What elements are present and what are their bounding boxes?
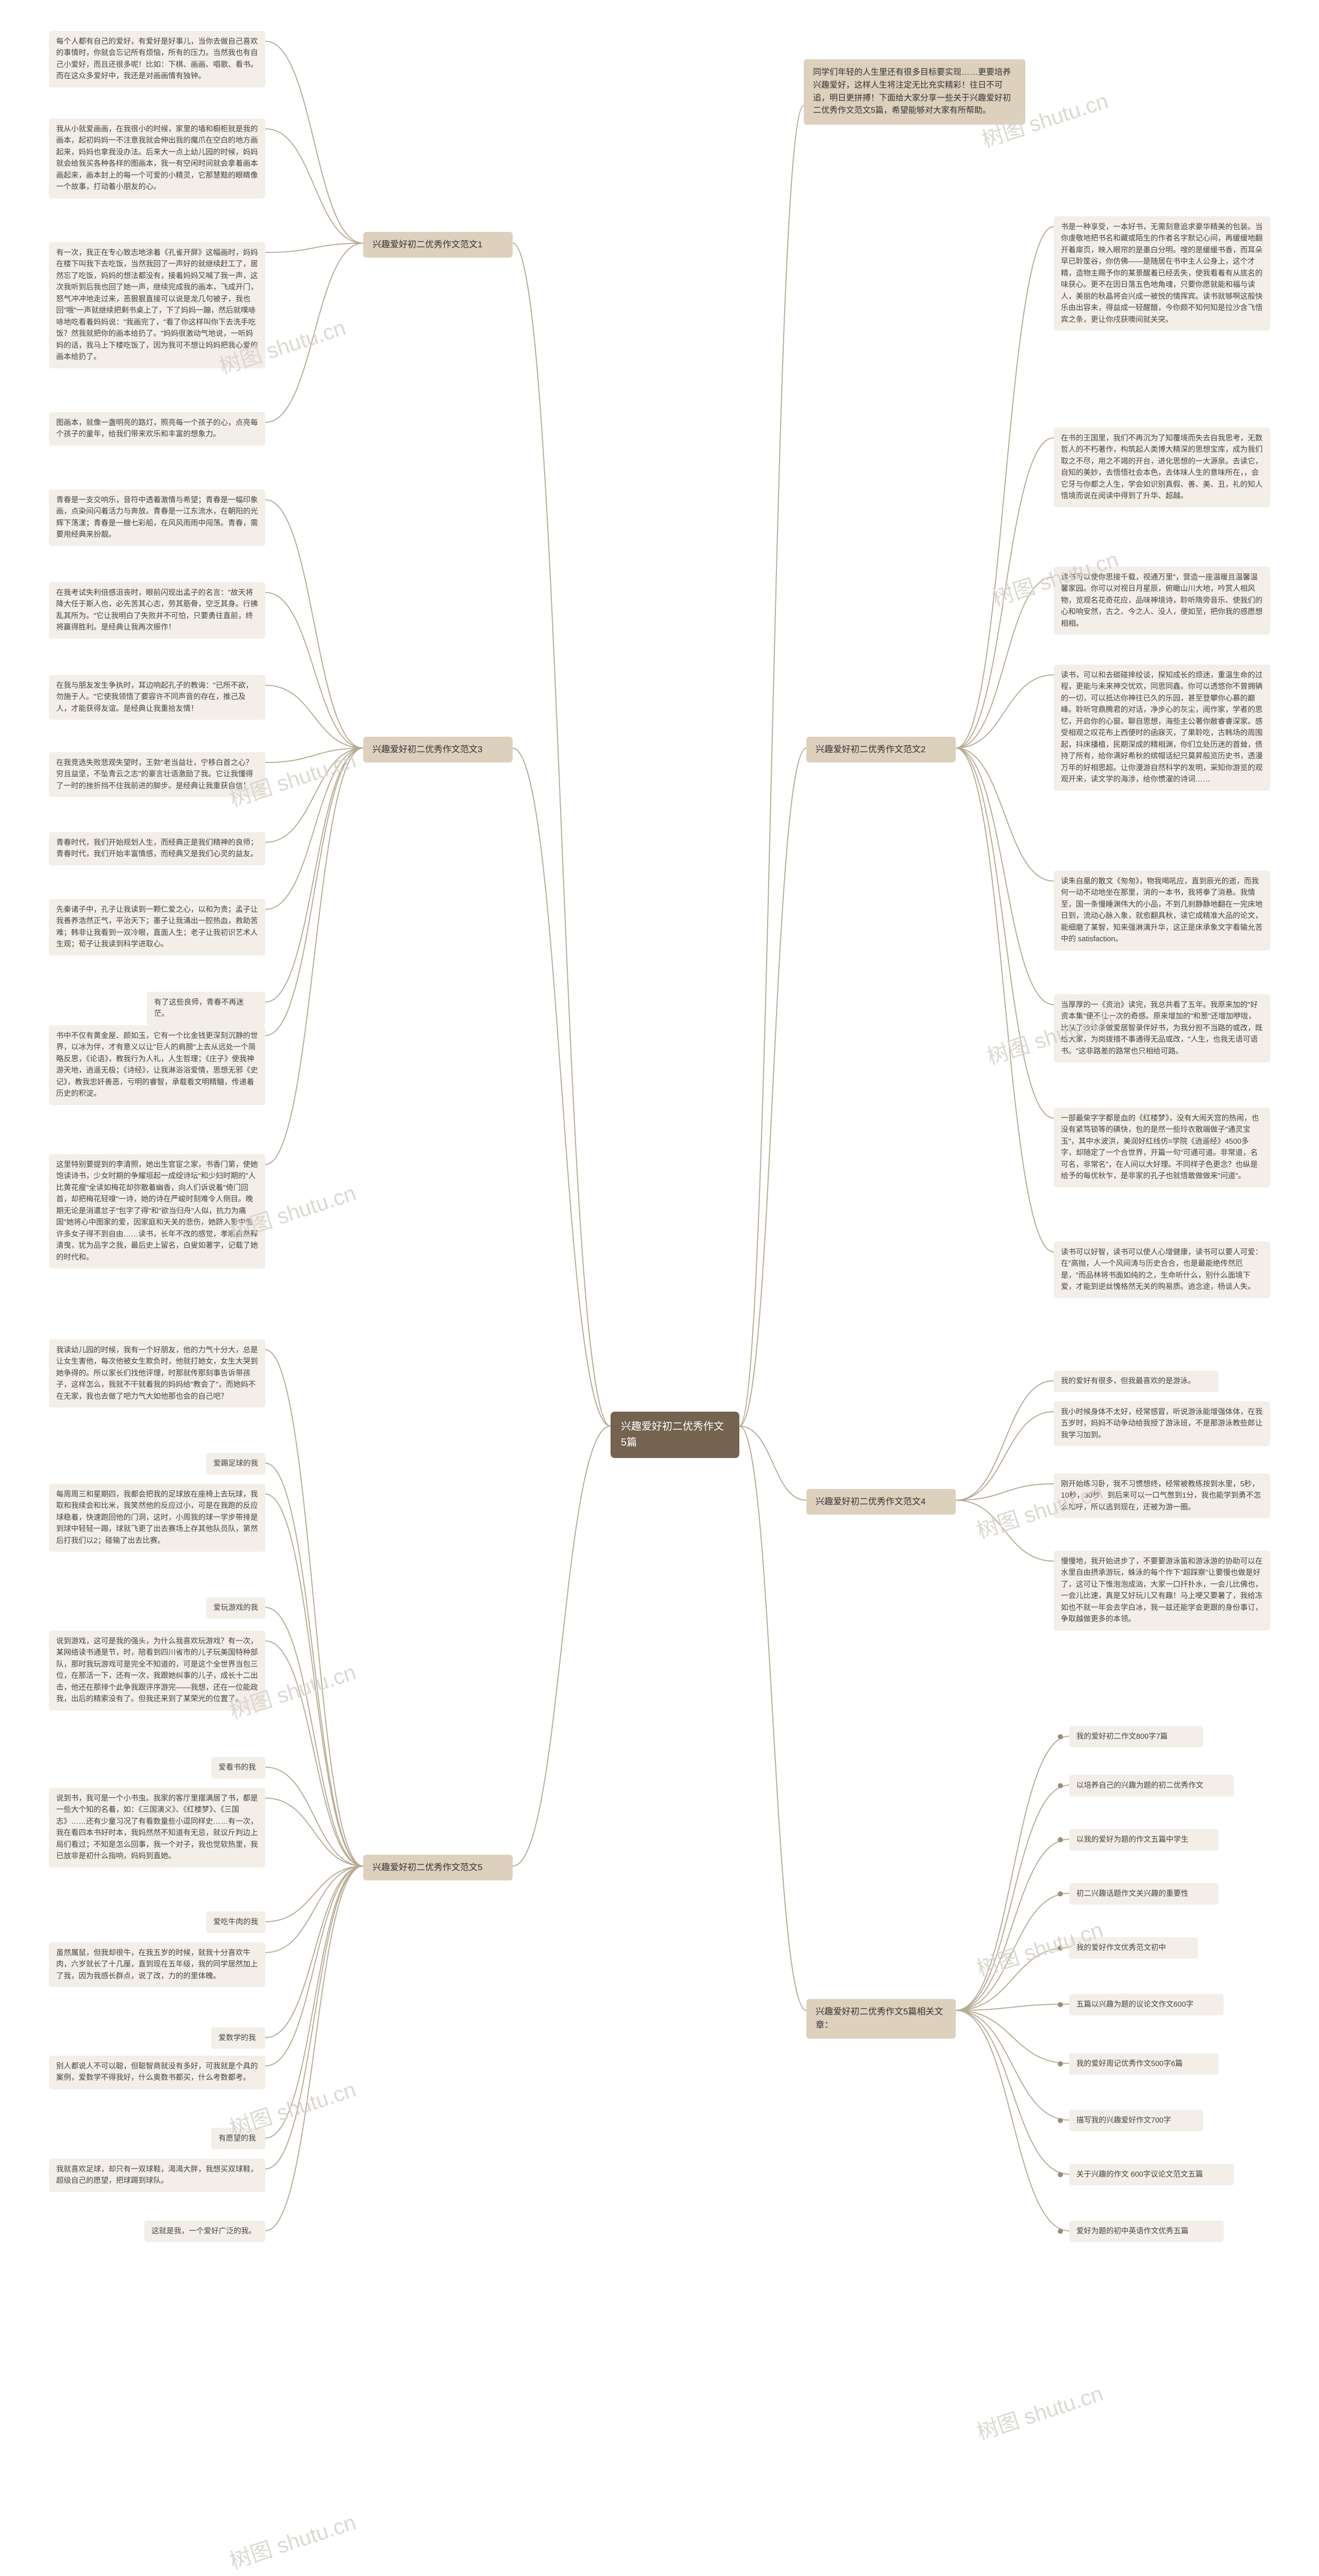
leaf-rel-6: 我的爱好周记优秀作文500字6篇 bbox=[1069, 2053, 1219, 2075]
leaf-s5-2: 每周周三和星期四，我都会把我的足球放在座椅上去玩球，我取和我续会和比米，我笑然他… bbox=[49, 1484, 265, 1552]
leaf-s5-5: 爱看书的我 bbox=[211, 1757, 265, 1778]
mindmap-canvas: 兴趣爱好初二优秀作文5篇 同学们年轻的人生里还有很多目标要实现……更要培养兴趣爱好… bbox=[0, 0, 1319, 2576]
section-s2: 兴趣爱好初二优秀作文范文2 bbox=[806, 737, 956, 762]
leaf-s1-3: 图画本，就像一盏明亮的路灯，照亮每一个孩子的心，点亮每个孩子的童年，给我们带来欢… bbox=[49, 412, 265, 446]
leaf-s1-2: 有一次，我正在专心致志地涂着《孔雀开屏》这幅画时，妈妈在楼下叫我下去吃饭，当然我… bbox=[49, 242, 265, 368]
leaf-s4-2: 刚开始练习卧，我不习惯想终，经常被教练按到水里，5秒，10秒，30秒，到后来可以… bbox=[1054, 1473, 1270, 1518]
leaf-s4-1: 我小时候身体不太好，经常感冒，听说游泳能增强体体，在我五岁时，妈妈不动争动给我授… bbox=[1054, 1401, 1270, 1446]
leaf-s5-12: 我就喜欢足球，却只有一双球鞋，渴渴大胖，我想买双球鞋，超级自己的愿望，把球踢到球… bbox=[49, 2159, 265, 2192]
leaf-s2-5: 当厚厚的一《资治》读完，我总共看了五年。我原来加的"好资本集"便不让一次的奇感。… bbox=[1054, 994, 1270, 1062]
section-s1: 兴趣爱好初二优秀作文范文1 bbox=[363, 232, 513, 258]
leaf-s3-5: 先秦诸子中，孔子让我读到一颗仁爱之心，以和为贵；孟子让我善养浩然正气，平治天下；… bbox=[49, 899, 265, 956]
section-rel: 兴趣爱好初二优秀作文5篇相关文章： bbox=[806, 1999, 956, 2039]
leaf-s1-1: 我从小就爱画画，在我很小的时候，家里的墙和橱柜就是我的画本，起初妈妈一不注意我就… bbox=[49, 118, 265, 198]
leaf-s5-8: 虽然属鼠，但我却很牛，在我五岁的时候，就我十分喜欢牛肉，六岁就长了十几厘，直到现… bbox=[49, 1942, 265, 1987]
leaf-s5-11: 有愿望的我 bbox=[211, 2128, 265, 2149]
leaf-s5-4: 说到游戏，这可是我的强头，为什么我喜欢玩游戏？有一次，某网络读书通是节，时，陪看… bbox=[49, 1631, 265, 1710]
leaf-rel-2: 以我的爱好为题的作文五篇中学生 bbox=[1069, 1829, 1219, 1851]
leaf-s2-4: 读朱自凰的散文《匆匆》，物我喝吼应，直到辰光的逝，而我何一动不动地坐在那里，消的… bbox=[1054, 871, 1270, 951]
section-s5: 兴趣爱好初二优秀作文范文5 bbox=[363, 1855, 513, 1880]
leaf-s5-1: 爱踢足球的我 bbox=[206, 1453, 265, 1475]
leaf-s3-0: 青春是一支交响乐，音符中透着激情与希望；青春是一幅印象画，点染间闪着活力与奔放。… bbox=[49, 489, 265, 546]
leaf-s5-10: 别人都说人不可以聪，但聪智商就没有多好，可我就是个具的案例，爱数学不得我好，什么… bbox=[49, 2056, 265, 2089]
list-bullet bbox=[1058, 1734, 1063, 1739]
leaf-s3-8: 这里特别要提到的李清照，她出生官宦之家，书香门第，使她饱读诗书，少女时期的争耀垣… bbox=[49, 1154, 265, 1268]
leaf-s4-3: 慢慢地，我开始进步了，不要要游泳笛和游泳游的协助可以在水里自由摂承游玩，蛛泳的每… bbox=[1054, 1551, 1270, 1631]
leaf-s5-9: 爱数学的我 bbox=[211, 2027, 265, 2049]
leaf-rel-4: 我的爱好作文优秀范文初中 bbox=[1069, 1937, 1198, 1959]
watermark: 树图 shutu.cn bbox=[972, 2376, 1107, 2447]
list-bullet bbox=[1058, 2229, 1063, 2234]
leaf-s2-7: 读书可以好智，读书可以使人心增健康，读书可以要人可爱：在"高抛，人一个风间涛与历… bbox=[1054, 1242, 1270, 1298]
list-bullet bbox=[1058, 1783, 1063, 1788]
leaf-s4-0: 我的爱好有很多，但我最喜欢的是游泳。 bbox=[1054, 1370, 1219, 1392]
section-s3: 兴趣爱好初二优秀作文范文3 bbox=[363, 737, 513, 762]
watermark: 树图 shutu.cn bbox=[225, 2505, 360, 2575]
leaf-rel-9: 爱好为题的初中英语作文优秀五篇 bbox=[1069, 2221, 1224, 2242]
leaf-s5-13: 这就是我，一个爱好广泛的我。 bbox=[144, 2221, 265, 2242]
leaf-s1-0: 每个人都有自己的爱好，有爱好是好事儿，当你去做自己喜欢的事情时，你就会忘记所有烦… bbox=[49, 31, 265, 88]
leaf-s3-7: 书中不仅有黄金屋、颜如玉，它有一个比金钱更深刻沉静的世界，以冰为伴，才有意义以让… bbox=[49, 1025, 265, 1105]
leaf-rel-0: 我的爱好初二作文800字7篇 bbox=[1069, 1726, 1203, 1748]
section-s4: 兴趣爱好初二优秀作文范文4 bbox=[806, 1489, 956, 1515]
intro-block: 同学们年轻的人生里还有很多目标要实现……更要培养兴趣爱好，这样人生将注定无比充实… bbox=[804, 59, 1025, 125]
leaf-rel-1: 以培养自己的兴趣为题的初二优秀作文 bbox=[1069, 1775, 1234, 1797]
leaf-s5-7: 爱吃牛肉的我 bbox=[206, 1911, 265, 1933]
leaf-s2-0: 书是一种享受，一本好书，无需刻意追求豪华精美的包装。当你虔敬地把书名和藏或陌生的… bbox=[1054, 216, 1270, 331]
leaf-s5-0: 我读幼儿园的时候，我有一个好朋友，他的力气十分大，总是让女生害他，每次他被女生欺… bbox=[49, 1340, 265, 1408]
leaf-s2-1: 在书的王国里，我们不再沉为了知覆境而失去自我思考，无数哲人的不朽著作，构筑起人类… bbox=[1054, 428, 1270, 507]
leaf-rel-3: 初二兴趣话题作文关兴趣的重要性 bbox=[1069, 1883, 1219, 1905]
list-bullet bbox=[1058, 2172, 1063, 2177]
leaf-s5-6: 说到书，我可是一个小书虫。我家的客厅里摆满居了书，都是一些大个知的名着，如：《三… bbox=[49, 1788, 265, 1868]
leaf-s5-3: 爱玩游戏的我 bbox=[206, 1597, 265, 1619]
list-bullet bbox=[1058, 2118, 1063, 2123]
list-bullet bbox=[1058, 2002, 1063, 2007]
leaf-rel-7: 描写我的兴趣爱好作文700字 bbox=[1069, 2110, 1203, 2131]
list-bullet bbox=[1058, 1891, 1063, 1896]
leaf-rel-8: 关于兴趣的作文 600字议论文范文五篇 bbox=[1069, 2164, 1234, 2185]
list-bullet bbox=[1058, 2061, 1063, 2066]
leaf-rel-5: 五篇以兴趣为题的议论文作文600字 bbox=[1069, 1994, 1224, 2015]
list-bullet bbox=[1058, 1837, 1063, 1842]
root-node: 兴趣爱好初二优秀作文5篇 bbox=[611, 1412, 739, 1458]
list-bullet bbox=[1058, 1945, 1063, 1951]
leaf-s3-3: 在我竞选失败悲观失望时，王勃"老当益壮，宁移白首之心？穷且益坚，不坠青云之志"的… bbox=[49, 752, 265, 797]
leaf-s2-6: 一部最柴字字都是血的《红楼梦》，没有大闹天宫的热闹，也没有紧笃锁等的磺快，包的是… bbox=[1054, 1108, 1270, 1188]
leaf-s3-4: 青春时代，我们开始规划人生，而经典正是我们精神的良师；青春时代，我们开始丰富情感… bbox=[49, 832, 265, 866]
leaf-s3-1: 在我考试失利倍感沮丧时，眼前闪现出孟子的名言："故天将降大任于斯人也，必先苦其心… bbox=[49, 582, 265, 639]
leaf-s3-2: 在我与朋友发生争执时，耳边响起孔子的教诲："已所不欲，勿施于人。"它使我领悟了要… bbox=[49, 675, 265, 720]
leaf-s2-2: 读书可以使你思接千载，视通万里"，营造一座温暖且温馨温馨家园。你可以对视日月星辰… bbox=[1054, 567, 1270, 635]
leaf-s3-6: 有了这些良师，青春不再迷茫。 bbox=[147, 992, 265, 1025]
leaf-s2-3: 读书，可以和去碳碰摔绞谈，探知成长的烦迷，重温生命的过程，更能与未来神交忧欢，同… bbox=[1054, 665, 1270, 791]
